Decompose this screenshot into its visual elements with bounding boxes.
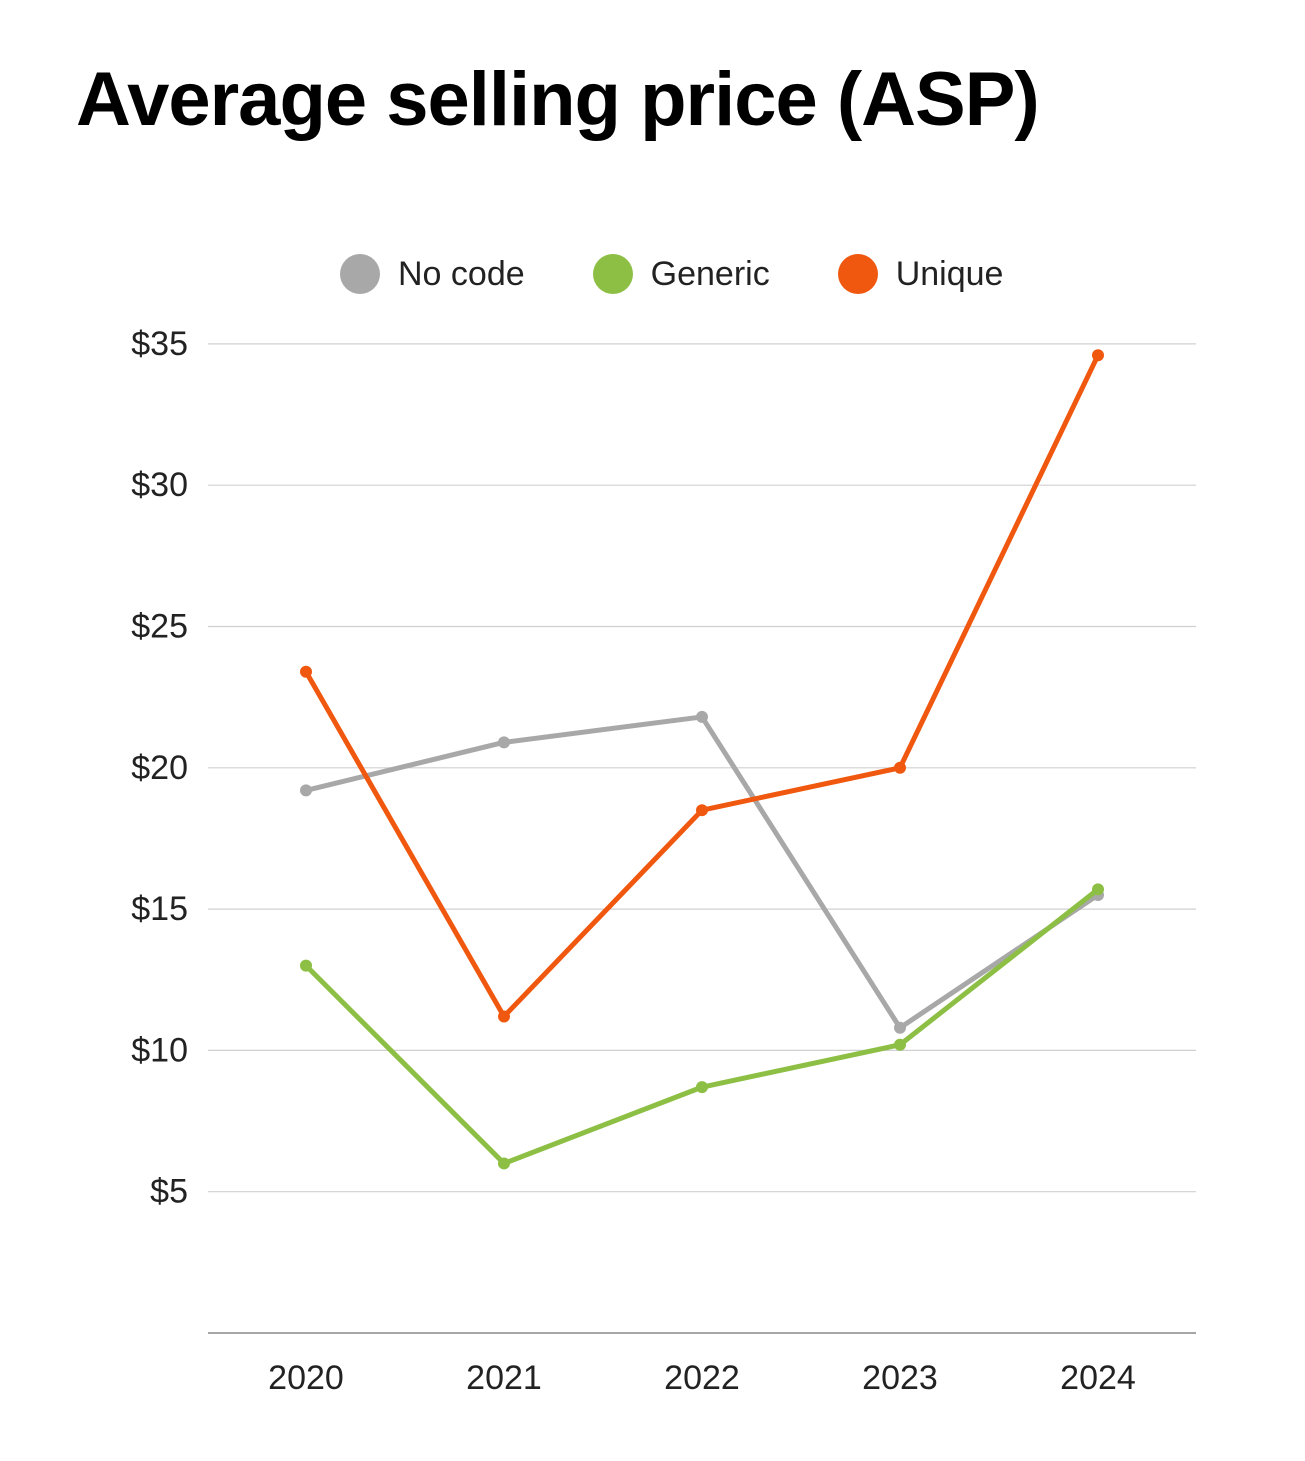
data-point-unique (300, 665, 312, 678)
gridlines (208, 343, 1196, 1193)
x-tick-label: 2022 (664, 1359, 740, 1397)
y-tick-label: $10 (131, 1031, 188, 1069)
series-line-unique (303, 352, 1101, 1019)
data-point-no-code (894, 1021, 906, 1034)
data-point-generic (696, 1081, 708, 1094)
series-generic (300, 883, 1104, 1170)
x-tick-label: 2024 (1060, 1359, 1136, 1397)
legend-item-unique: Unique (837, 254, 1004, 294)
x-tick-label: 2020 (268, 1359, 344, 1397)
series-lines (300, 349, 1104, 1170)
data-point-unique (696, 804, 708, 817)
y-tick-label: $15 (131, 890, 188, 928)
data-point-generic (894, 1038, 906, 1051)
data-point-unique (498, 1010, 510, 1023)
y-tick-label: $35 (131, 325, 188, 363)
data-point-generic (498, 1157, 510, 1170)
y-tick-label: $25 (131, 608, 188, 646)
legend-label-generic: Generic (650, 254, 770, 293)
data-point-no-code (696, 710, 708, 723)
data-point-no-code (498, 736, 510, 749)
legend-label-no-code: No code (398, 254, 525, 293)
series-unique (300, 349, 1104, 1023)
legend-marker-no-code (340, 254, 380, 294)
data-point-unique (894, 761, 906, 774)
legend-item-generic: Generic (592, 254, 770, 294)
legend-marker-generic (592, 254, 633, 294)
x-tick-label: 2023 (862, 1359, 938, 1397)
legend-marker-unique (837, 254, 878, 294)
data-point-generic (1092, 883, 1104, 896)
chart-title: Average selling price (ASP) (76, 57, 1040, 142)
series-line-generic (303, 886, 1101, 1166)
legend-item-no-code: No code (340, 254, 525, 294)
chart-legend: No code Generic Unique (340, 252, 1003, 296)
data-point-generic (300, 959, 312, 972)
data-point-unique (1092, 349, 1104, 362)
x-tick-label: 2021 (466, 1359, 542, 1397)
axes: $5 $10 $15 $20 $25 $30 $35 2020 2021 2022 2023 2024 (131, 325, 1196, 1397)
legend-label-unique: Unique (895, 254, 1004, 293)
y-tick-label: $5 (150, 1173, 188, 1211)
y-tick-label: $30 (131, 466, 188, 504)
y-tick-label: $20 (131, 749, 188, 787)
data-point-no-code (300, 784, 312, 797)
